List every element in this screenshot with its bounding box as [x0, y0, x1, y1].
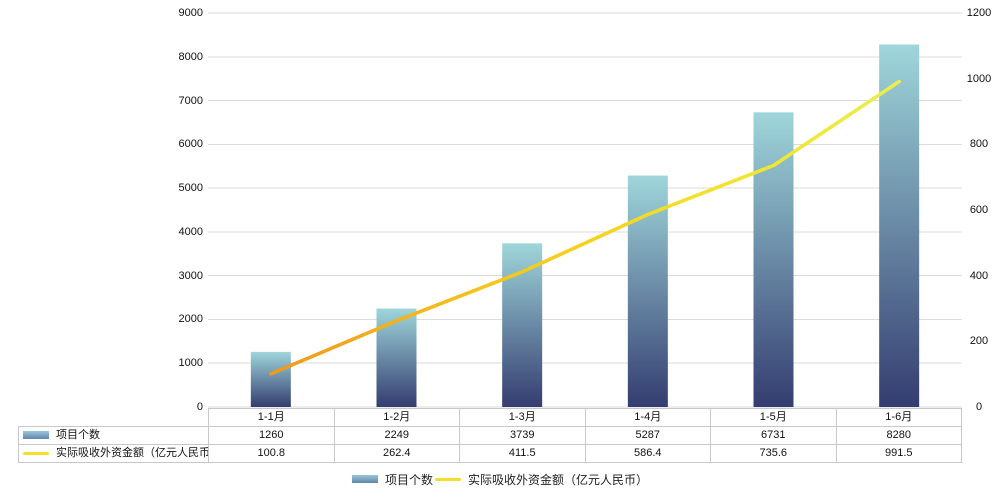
right-axis-tick-0: 0: [975, 401, 983, 413]
line-series-label: 实际吸收外资金额（亿元人民币）: [468, 472, 649, 487]
right-axis-tick-200: 200: [969, 335, 989, 348]
table-cell-1-6月-s0: 8280: [835, 426, 962, 445]
bar-series-label: 项目个数: [384, 472, 433, 487]
left-axis-tick-4000: 4000: [178, 225, 203, 238]
legend-item-bar-series[interactable]: 项目个数: [351, 471, 433, 488]
table-cell-1-3月-s0: 3739: [459, 426, 586, 445]
left-axis-tick-1000: 1000: [178, 357, 203, 370]
table-row: 项目个数 1260 2249 3739 5287 6731 8280: [18, 426, 962, 445]
line-series-swatch-icon: [435, 477, 461, 481]
chart-data-table: 1-1月 1-2月 1-3月 1-4月 1-5月 1-6月 项目个数 1260 2249 3739…: [18, 408, 962, 463]
table-cell-1-4月-s0: 5287: [584, 426, 711, 445]
table-row: 实际吸收外资金额（亿元人民币） 100.8 262.4 411.5 586.4 735.6…: [18, 444, 962, 463]
table-cell-1-3月-s1: 411.5: [459, 444, 586, 463]
left-axis-tick-6000: 6000: [178, 138, 203, 151]
line-series-path[interactable]: [269, 79, 901, 376]
table-row-label-line: 实际吸收外资金额（亿元人民币）: [18, 444, 209, 463]
chart-legend: 项目个数 实际吸收外资金额（亿元人民币）: [0, 471, 1000, 487]
left-axis-tick-3000: 3000: [178, 269, 203, 282]
left-axis-tick-2000: 2000: [178, 313, 203, 326]
right-axis-tick-800: 800: [969, 138, 989, 151]
table-header-1-6月: 1-6月: [835, 408, 962, 427]
right-axis-tick-400: 400: [969, 269, 989, 282]
table-cell-1-2月-s0: 2249: [333, 426, 460, 445]
bar-1-5月[interactable]: [753, 112, 794, 407]
bar-1-2月[interactable]: [376, 308, 417, 407]
right-axis-tick-600: 600: [969, 204, 989, 216]
table-cell-1-1月-s0: 1260: [208, 426, 335, 445]
table-cell-1-2月-s1: 262.4: [333, 444, 460, 463]
left-axis-tick-9000: 9000: [178, 7, 203, 19]
bar-series-swatch-icon: [351, 475, 378, 483]
legend-item-line-series[interactable]: 实际吸收外资金额（亿元人民币）: [435, 471, 648, 488]
left-axis-tick-0: 0: [196, 401, 203, 413]
table-header-1-3月: 1-3月: [459, 408, 586, 427]
bar-1-3月[interactable]: [502, 243, 543, 407]
bar-1-1月[interactable]: [250, 351, 291, 407]
table-header-1-4月: 1-4月: [584, 408, 711, 427]
table-header-1-5月: 1-5月: [710, 408, 837, 427]
table-cell-1-1月-s1: 100.8: [208, 444, 335, 463]
table-cell-1-5月-s1: 735.6: [710, 444, 837, 463]
table-row-label-bars: 项目个数: [18, 426, 209, 445]
table-header-1-1月: 1-1月: [208, 408, 335, 427]
line-series-swatch-icon: [23, 451, 49, 455]
right-axis-tick-1000: 1000: [966, 72, 992, 85]
left-axis-tick-5000: 5000: [178, 182, 203, 195]
bar-1-6月[interactable]: [879, 44, 920, 408]
right-axis-tick-1200: 1200: [966, 7, 992, 19]
left-axis-tick-7000: 7000: [178, 94, 203, 107]
left-axis-tick-8000: 8000: [178, 50, 203, 63]
table-cell-1-4月-s1: 586.4: [584, 444, 711, 463]
table-header-1-2月: 1-2月: [333, 408, 460, 427]
bar-series-swatch-icon: [23, 431, 49, 440]
table-cell-1-5月-s0: 6731: [710, 426, 837, 445]
table-cell-1-6月-s1: 991.5: [835, 444, 962, 463]
